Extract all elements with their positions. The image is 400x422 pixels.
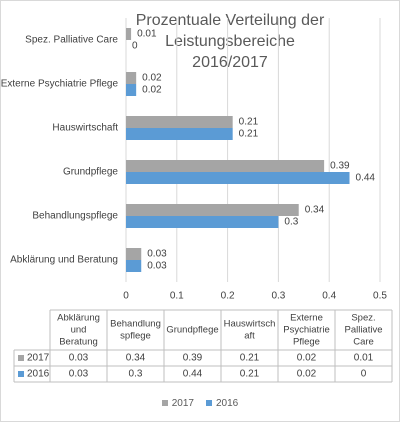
legend-item-2017: 2017 [161, 398, 194, 409]
table-header: Care [353, 337, 374, 348]
table-header: aft [244, 331, 255, 342]
table-series-name: 2017 [27, 353, 50, 364]
table-header: Psychiatrie [283, 325, 329, 336]
table-header: Abklärung [57, 313, 100, 324]
data-label: 0.39 [330, 161, 350, 172]
x-tick-label: 0.5 [373, 291, 387, 302]
legend-label: 2016 [216, 398, 239, 409]
table-cell: 0.01 [354, 353, 374, 364]
bar-2017 [126, 72, 137, 84]
data-label: 0.02 [142, 73, 162, 84]
table-legend-swatch [18, 371, 24, 377]
bar-2016 [126, 260, 142, 272]
legend-swatch [206, 400, 212, 407]
table-cell: 0.03 [69, 369, 89, 380]
table-cell: 0.44 [183, 369, 203, 380]
table-header: Externe [290, 313, 323, 324]
data-label: 0.3 [284, 217, 298, 228]
table-header: Behandlung [110, 319, 161, 330]
data-label: 0.21 [239, 117, 259, 128]
bar-2016 [126, 216, 279, 228]
category-label: Externe Psychiatrie Pflege [1, 79, 119, 90]
bar-2016 [126, 84, 137, 96]
chart-title-line-2: 2016/2017 [192, 54, 268, 71]
bar-2017 [126, 204, 299, 216]
bar-2017 [126, 116, 233, 128]
category-label: Grundpflege [63, 167, 118, 178]
table-legend-swatch [18, 355, 24, 361]
table-cell: 0.02 [297, 353, 317, 364]
legend-item-2016: 2016 [206, 398, 238, 409]
table-header: Spez. [351, 313, 375, 324]
table-cell: 0.3 [129, 369, 143, 380]
table-cell: 0 [361, 369, 367, 380]
table-header: spflege [120, 331, 151, 342]
data-label: 0.03 [147, 249, 167, 260]
table-header: Grundpflege [166, 325, 218, 336]
chart-title-line-1: Prozentuale Verteilung der Leistungsbere… [135, 12, 325, 50]
legend-label: 2017 [171, 398, 194, 409]
table-header: und [71, 325, 87, 336]
chart-title: Prozentuale Verteilung der Leistungsbere… [70, 10, 390, 73]
table-cell: 0.34 [126, 353, 146, 364]
table-cell: 0.39 [183, 353, 203, 364]
table-header: Palliative [344, 325, 382, 336]
legend: 2017 2016 [0, 398, 400, 409]
bar-2017 [126, 160, 325, 172]
table-cell: 0.21 [240, 353, 260, 364]
data-label: 0.21 [239, 129, 259, 140]
table-cell: 0.02 [297, 369, 317, 380]
table-cell: 0.03 [69, 353, 89, 364]
legend-swatch [161, 400, 168, 407]
table-header: Hauswirtsch [224, 319, 276, 330]
data-label: 0.02 [142, 85, 162, 96]
category-label: Hauswirtschaft [52, 123, 118, 134]
bar-2016 [126, 128, 233, 140]
category-label: Abklärung und Beratung [10, 255, 118, 266]
x-tick-label: 0 [123, 291, 129, 302]
x-tick-label: 0.1 [170, 291, 184, 302]
bar-2016 [126, 172, 350, 184]
x-tick-label: 0.4 [322, 291, 336, 302]
table-header: Beratung [59, 337, 98, 348]
table-header: Pflege [293, 337, 320, 348]
bar-2017 [126, 248, 142, 260]
category-label: Behandlungspflege [32, 211, 118, 222]
x-tick-label: 0.3 [271, 291, 285, 302]
data-label: 0.03 [147, 261, 167, 272]
bar-chart: 0 0.1 0.2 0.3 0.4 0.5 Abklärung und Beratung 0.… [1, 18, 393, 383]
category-label: Spez. Palliative Care [25, 35, 118, 46]
data-label: 0.34 [305, 205, 325, 216]
data-label: 0.01 [137, 29, 157, 40]
table-series-name: 2016 [27, 369, 50, 380]
table-cell: 0.21 [240, 369, 260, 380]
data-label: 0.44 [356, 173, 376, 184]
x-tick-label: 0.2 [221, 291, 235, 302]
bar-2017 [126, 28, 132, 40]
data-label: 0 [132, 41, 138, 52]
